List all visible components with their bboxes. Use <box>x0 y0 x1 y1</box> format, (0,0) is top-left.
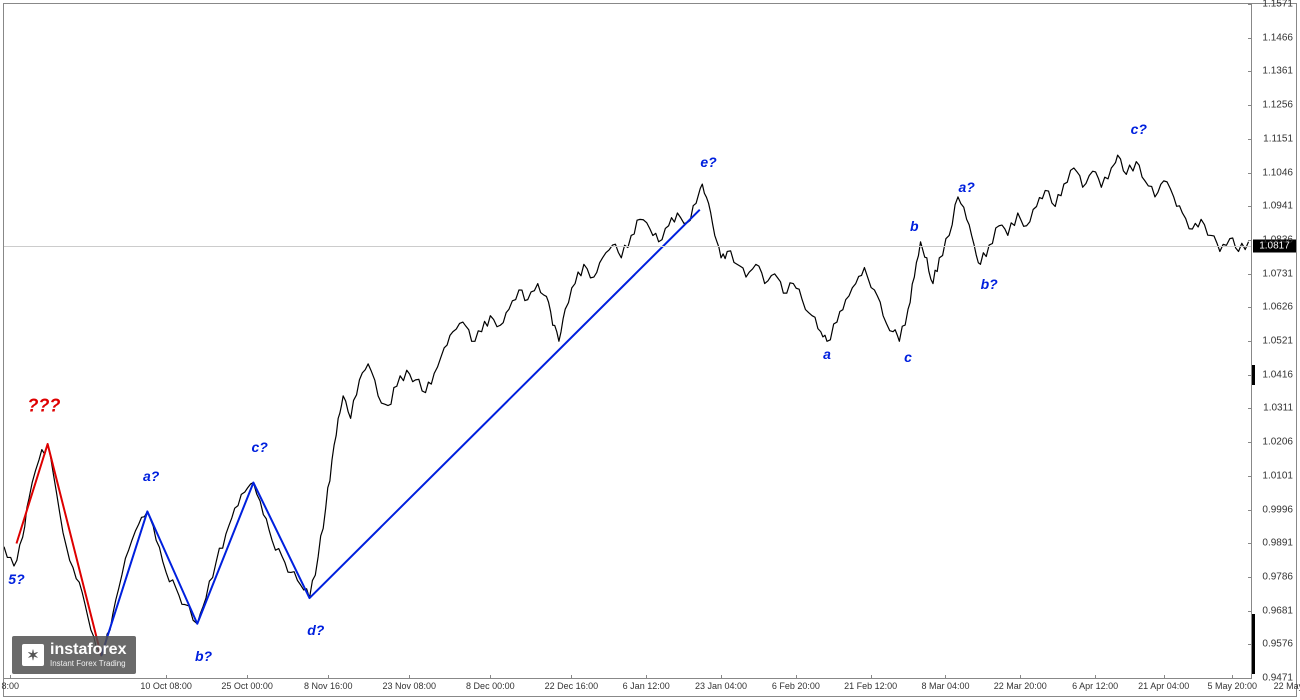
y-tick-label: 1.1571 <box>1262 0 1293 10</box>
logo-brand: instaforex <box>50 642 126 658</box>
x-tick-label: 6 Apr 12:00 <box>1072 681 1118 691</box>
logo-mark-icon: ✶ <box>22 644 44 666</box>
y-tick-mark <box>1248 408 1252 409</box>
chart-container: 1.0817 ??? 5? a? b? c? d? e? a b c a? b? c? 1.1571 1.… <box>3 3 1297 697</box>
x-tick-mark <box>721 675 722 679</box>
price-chart-svg <box>4 4 1251 678</box>
x-tick-mark <box>571 675 572 679</box>
x-tick-label: 21 Feb 12:00 <box>844 681 897 691</box>
logo-tagline: Instant Forex Trading <box>50 660 126 668</box>
wave-label: 5? <box>8 571 24 587</box>
current-price-line: 1.0817 <box>4 246 1251 247</box>
wave-label: ??? <box>27 395 60 416</box>
y-tick-mark <box>1248 375 1252 376</box>
y-tick-label: 1.0626 <box>1262 302 1293 313</box>
y-tick-mark <box>1248 341 1252 342</box>
y-tick-mark <box>1248 274 1252 275</box>
y-tick-mark <box>1248 476 1252 477</box>
y-tick-mark <box>1248 611 1252 612</box>
x-tick-label: 5 May 20:00 <box>1208 681 1258 691</box>
y-tick-label: 1.1046 <box>1262 167 1293 178</box>
x-tick-label: 8 Dec 00:00 <box>466 681 515 691</box>
x-tick-mark <box>490 675 491 679</box>
x-tick-mark <box>1232 675 1233 679</box>
wave-label: b? <box>195 648 212 664</box>
y-tick-label: 1.0206 <box>1262 437 1293 448</box>
wave-label: a? <box>143 468 159 484</box>
x-tick-label: 8:00 <box>1 681 19 691</box>
y-axis: 1.15711.14661.13611.12561.11511.10461.09… <box>1251 4 1296 678</box>
y-tick-label: 1.0836 <box>1262 234 1293 245</box>
wave-label: c <box>904 349 912 365</box>
y-tick-label: 1.0731 <box>1262 268 1293 279</box>
x-tick-label: 6 Feb 20:00 <box>772 681 820 691</box>
x-tick-mark <box>247 675 248 679</box>
x-tick-label: 22 May 12:00 <box>1274 681 1300 691</box>
y-tick-mark <box>1248 307 1252 308</box>
wave-label: b? <box>981 276 998 292</box>
y-tick-mark <box>1248 139 1252 140</box>
y-tick-label: 1.0941 <box>1262 201 1293 212</box>
plot-area[interactable]: 1.0817 ??? 5? a? b? c? d? e? a b c a? b? c? <box>4 4 1251 678</box>
x-tick-label: 25 Oct 00:00 <box>221 681 273 691</box>
x-tick-label: 8 Nov 16:00 <box>304 681 353 691</box>
y-tick-label: 0.9891 <box>1262 538 1293 549</box>
y-tick-label: 0.9576 <box>1262 639 1293 650</box>
x-tick-mark <box>796 675 797 679</box>
y-tick-mark <box>1248 442 1252 443</box>
x-tick-mark <box>409 675 410 679</box>
y-tick-label: 1.1466 <box>1262 32 1293 43</box>
x-tick-mark <box>871 675 872 679</box>
y-tick-mark <box>1248 38 1252 39</box>
x-tick-label: 8 Mar 04:00 <box>921 681 969 691</box>
wave-label: c? <box>1131 121 1147 137</box>
x-tick-mark <box>1164 675 1165 679</box>
y-tick-mark <box>1248 644 1252 645</box>
y-tick-mark <box>1248 240 1252 241</box>
y-tick-label: 1.1151 <box>1263 133 1293 144</box>
y-tick-label: 0.9786 <box>1262 571 1293 582</box>
y-tick-label: 1.0416 <box>1262 369 1293 380</box>
logo-text: instaforex Instant Forex Trading <box>50 642 126 668</box>
x-tick-mark <box>945 675 946 679</box>
x-tick-mark <box>1095 675 1096 679</box>
x-tick-label: 22 Dec 16:00 <box>545 681 599 691</box>
x-tick-label: 21 Apr 04:00 <box>1138 681 1189 691</box>
y-tick-label: 1.1256 <box>1262 100 1293 111</box>
x-tick-mark <box>166 675 167 679</box>
y-tick-label: 1.1361 <box>1262 66 1293 77</box>
x-axis: 8:00 10 Oct 08:00 25 Oct 00:00 8 Nov 16:00 2… <box>4 678 1251 696</box>
y-tick-label: 1.0521 <box>1262 336 1293 347</box>
y-tick-label: 0.9681 <box>1262 605 1293 616</box>
wave-label: a <box>823 346 831 362</box>
y-tick-mark <box>1248 206 1252 207</box>
y-tick-mark <box>1248 510 1252 511</box>
y-tick-mark <box>1248 4 1252 5</box>
x-tick-mark <box>328 675 329 679</box>
watermark-logo: ✶ instaforex Instant Forex Trading <box>12 636 136 674</box>
x-tick-mark <box>646 675 647 679</box>
x-tick-label: 22 Mar 20:00 <box>994 681 1047 691</box>
x-tick-label: 23 Nov 08:00 <box>382 681 436 691</box>
x-tick-label: 10 Oct 08:00 <box>140 681 192 691</box>
x-tick-mark <box>10 675 11 679</box>
wave-label: c? <box>251 439 267 455</box>
y-tick-mark <box>1248 173 1252 174</box>
y-tick-mark <box>1248 71 1252 72</box>
y-tick-mark <box>1248 577 1252 578</box>
y-tick-label: 1.0101 <box>1262 470 1293 481</box>
y-tick-mark <box>1248 543 1252 544</box>
wave-label: a? <box>959 179 975 195</box>
y-tick-label: 1.0311 <box>1263 403 1293 414</box>
wave-label: e? <box>700 154 716 170</box>
x-tick-label: 6 Jan 12:00 <box>623 681 670 691</box>
x-tick-mark <box>1020 675 1021 679</box>
wave-label: d? <box>307 622 324 638</box>
y-tick-label: 0.9996 <box>1262 504 1293 515</box>
y-tick-mark <box>1248 105 1252 106</box>
wave-label: b <box>910 218 919 234</box>
x-tick-label: 23 Jan 04:00 <box>695 681 747 691</box>
